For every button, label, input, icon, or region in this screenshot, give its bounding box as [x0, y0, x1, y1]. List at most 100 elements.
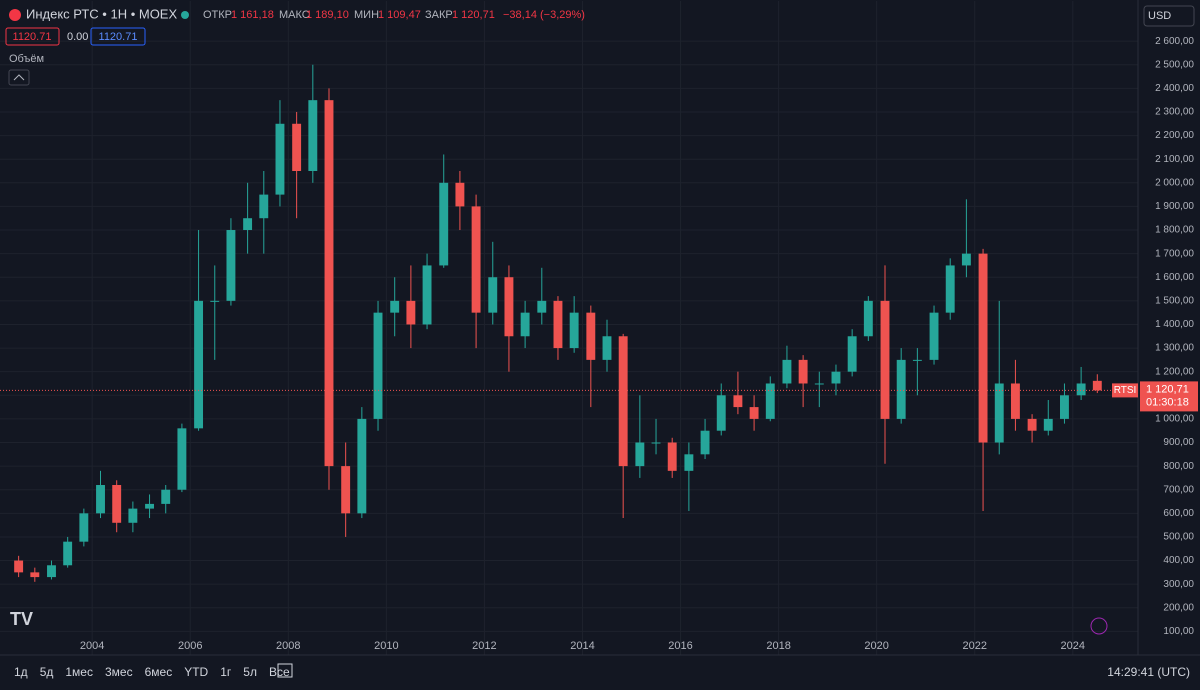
volume-label: Объём [9, 53, 44, 65]
currency-select[interactable] [1143, 5, 1195, 27]
candle-body [684, 454, 694, 471]
candle-body [667, 442, 677, 471]
candle-body [569, 312, 579, 349]
candle-body [324, 100, 334, 467]
candle-body [733, 395, 743, 408]
ohlc-value: 1 120,71 [452, 9, 495, 21]
y-tick-label: 100,00 [1163, 626, 1194, 637]
y-tick-label: 2 300,00 [1155, 107, 1194, 118]
candle-body [30, 572, 40, 578]
y-tick-label: 600,00 [1163, 508, 1194, 519]
toolbar: 14:29:41 (UTC) 1д 5д 1мес 3мес 6мес YTD 1г 5л Вс… [14, 663, 1190, 679]
range-button[interactable]: 5д [40, 665, 54, 679]
candle-body [471, 206, 481, 313]
spread: 0.00 [67, 31, 88, 43]
last-tag: RTSI [1114, 385, 1137, 396]
candle-body [831, 371, 841, 384]
y-tick-label: 200,00 [1163, 602, 1194, 613]
y-tick-label: 900,00 [1163, 437, 1194, 448]
range-button[interactable]: Все [269, 665, 290, 679]
last-price-box [1140, 381, 1198, 412]
collapse-button[interactable] [8, 69, 30, 86]
candle-body [504, 277, 514, 337]
candle-body [929, 312, 939, 360]
clock: 14:29:41 (UTC) [1107, 665, 1190, 679]
candle-body [978, 253, 988, 443]
y-tick-label: 1 200,00 [1155, 366, 1194, 377]
candle-body [422, 265, 432, 325]
candle-body [651, 442, 661, 444]
candle-body [749, 407, 759, 419]
candle-body [275, 123, 285, 195]
plot-area [0, 1, 1138, 655]
candle-body [618, 336, 628, 467]
candle-body [1076, 383, 1086, 396]
candle-body [357, 418, 367, 514]
buy-price[interactable]: 1120.71 [99, 31, 138, 43]
range-button[interactable]: 6мес [145, 665, 173, 679]
x-tick-label: 2004 [80, 640, 104, 652]
candle-body [259, 194, 269, 219]
candle-body [128, 508, 138, 523]
x-tick-label: 2008 [276, 640, 300, 652]
candle-body [520, 312, 530, 337]
y-tick-label: 1 400,00 [1155, 319, 1194, 330]
y-tick-label: 2 400,00 [1155, 83, 1194, 94]
range-button[interactable]: 5л [243, 665, 257, 679]
candle-body [537, 300, 547, 313]
change: −38,14 (−3,29%) [503, 9, 585, 21]
candle-body [79, 513, 89, 542]
candle-body [161, 489, 171, 504]
range-button[interactable]: 1мес [65, 665, 93, 679]
range-button[interactable]: 1д [14, 665, 28, 679]
candle-body [455, 182, 465, 207]
candle-body [47, 565, 56, 578]
y-tick-label: 2 200,00 [1155, 130, 1194, 141]
candle-body [880, 300, 890, 419]
y-tick-label: 2 500,00 [1155, 59, 1194, 70]
range-button[interactable]: YTD [184, 665, 208, 679]
candle-body [373, 312, 383, 419]
flash-icon[interactable] [1090, 617, 1108, 635]
x-tick-label: 2020 [864, 640, 888, 652]
range-button[interactable]: 1г [220, 665, 232, 679]
symbol-title: Индекс РТС • 1Н • MOEX [26, 6, 177, 21]
candle-body [1092, 380, 1102, 391]
candle-body [194, 300, 204, 429]
x-tick-label: 2016 [668, 640, 692, 652]
candle-body [1060, 395, 1069, 419]
y-tick-label: 1 900,00 [1155, 201, 1194, 212]
ohlc-label: МАКС [279, 9, 310, 21]
candle-body [814, 383, 824, 385]
candle-body [406, 300, 416, 325]
candle-body [243, 218, 253, 231]
y-tick-label: 2 000,00 [1155, 177, 1194, 188]
sell-price[interactable]: 1120.71 [13, 31, 52, 43]
logo: TV [10, 609, 33, 629]
y-tick-label: 300,00 [1163, 579, 1194, 590]
candle-body [945, 265, 955, 313]
candle-body [292, 123, 302, 171]
candle-body [798, 359, 808, 384]
y-tick-label: 400,00 [1163, 555, 1194, 566]
ohlc-label: МИН [354, 9, 379, 21]
x-tick-label: 2024 [1061, 640, 1085, 652]
candle-body [63, 541, 73, 566]
candle-body [226, 230, 236, 301]
candle-body [96, 485, 105, 514]
buy-button[interactable] [90, 27, 146, 46]
sell-button[interactable] [5, 27, 60, 46]
date-range-button[interactable] [277, 663, 293, 678]
candle-body [553, 300, 563, 349]
range-button[interactable]: 3мес [105, 665, 133, 679]
candle-body [782, 359, 792, 384]
x-tick-label: 2012 [472, 640, 496, 652]
candle-body [1027, 418, 1037, 431]
currency[interactable]: USD [1148, 10, 1171, 22]
x-tick-label: 2022 [962, 640, 986, 652]
candle-body [994, 383, 1004, 443]
candle-body [14, 560, 24, 573]
countdown: 01:30:18 [1146, 396, 1189, 408]
